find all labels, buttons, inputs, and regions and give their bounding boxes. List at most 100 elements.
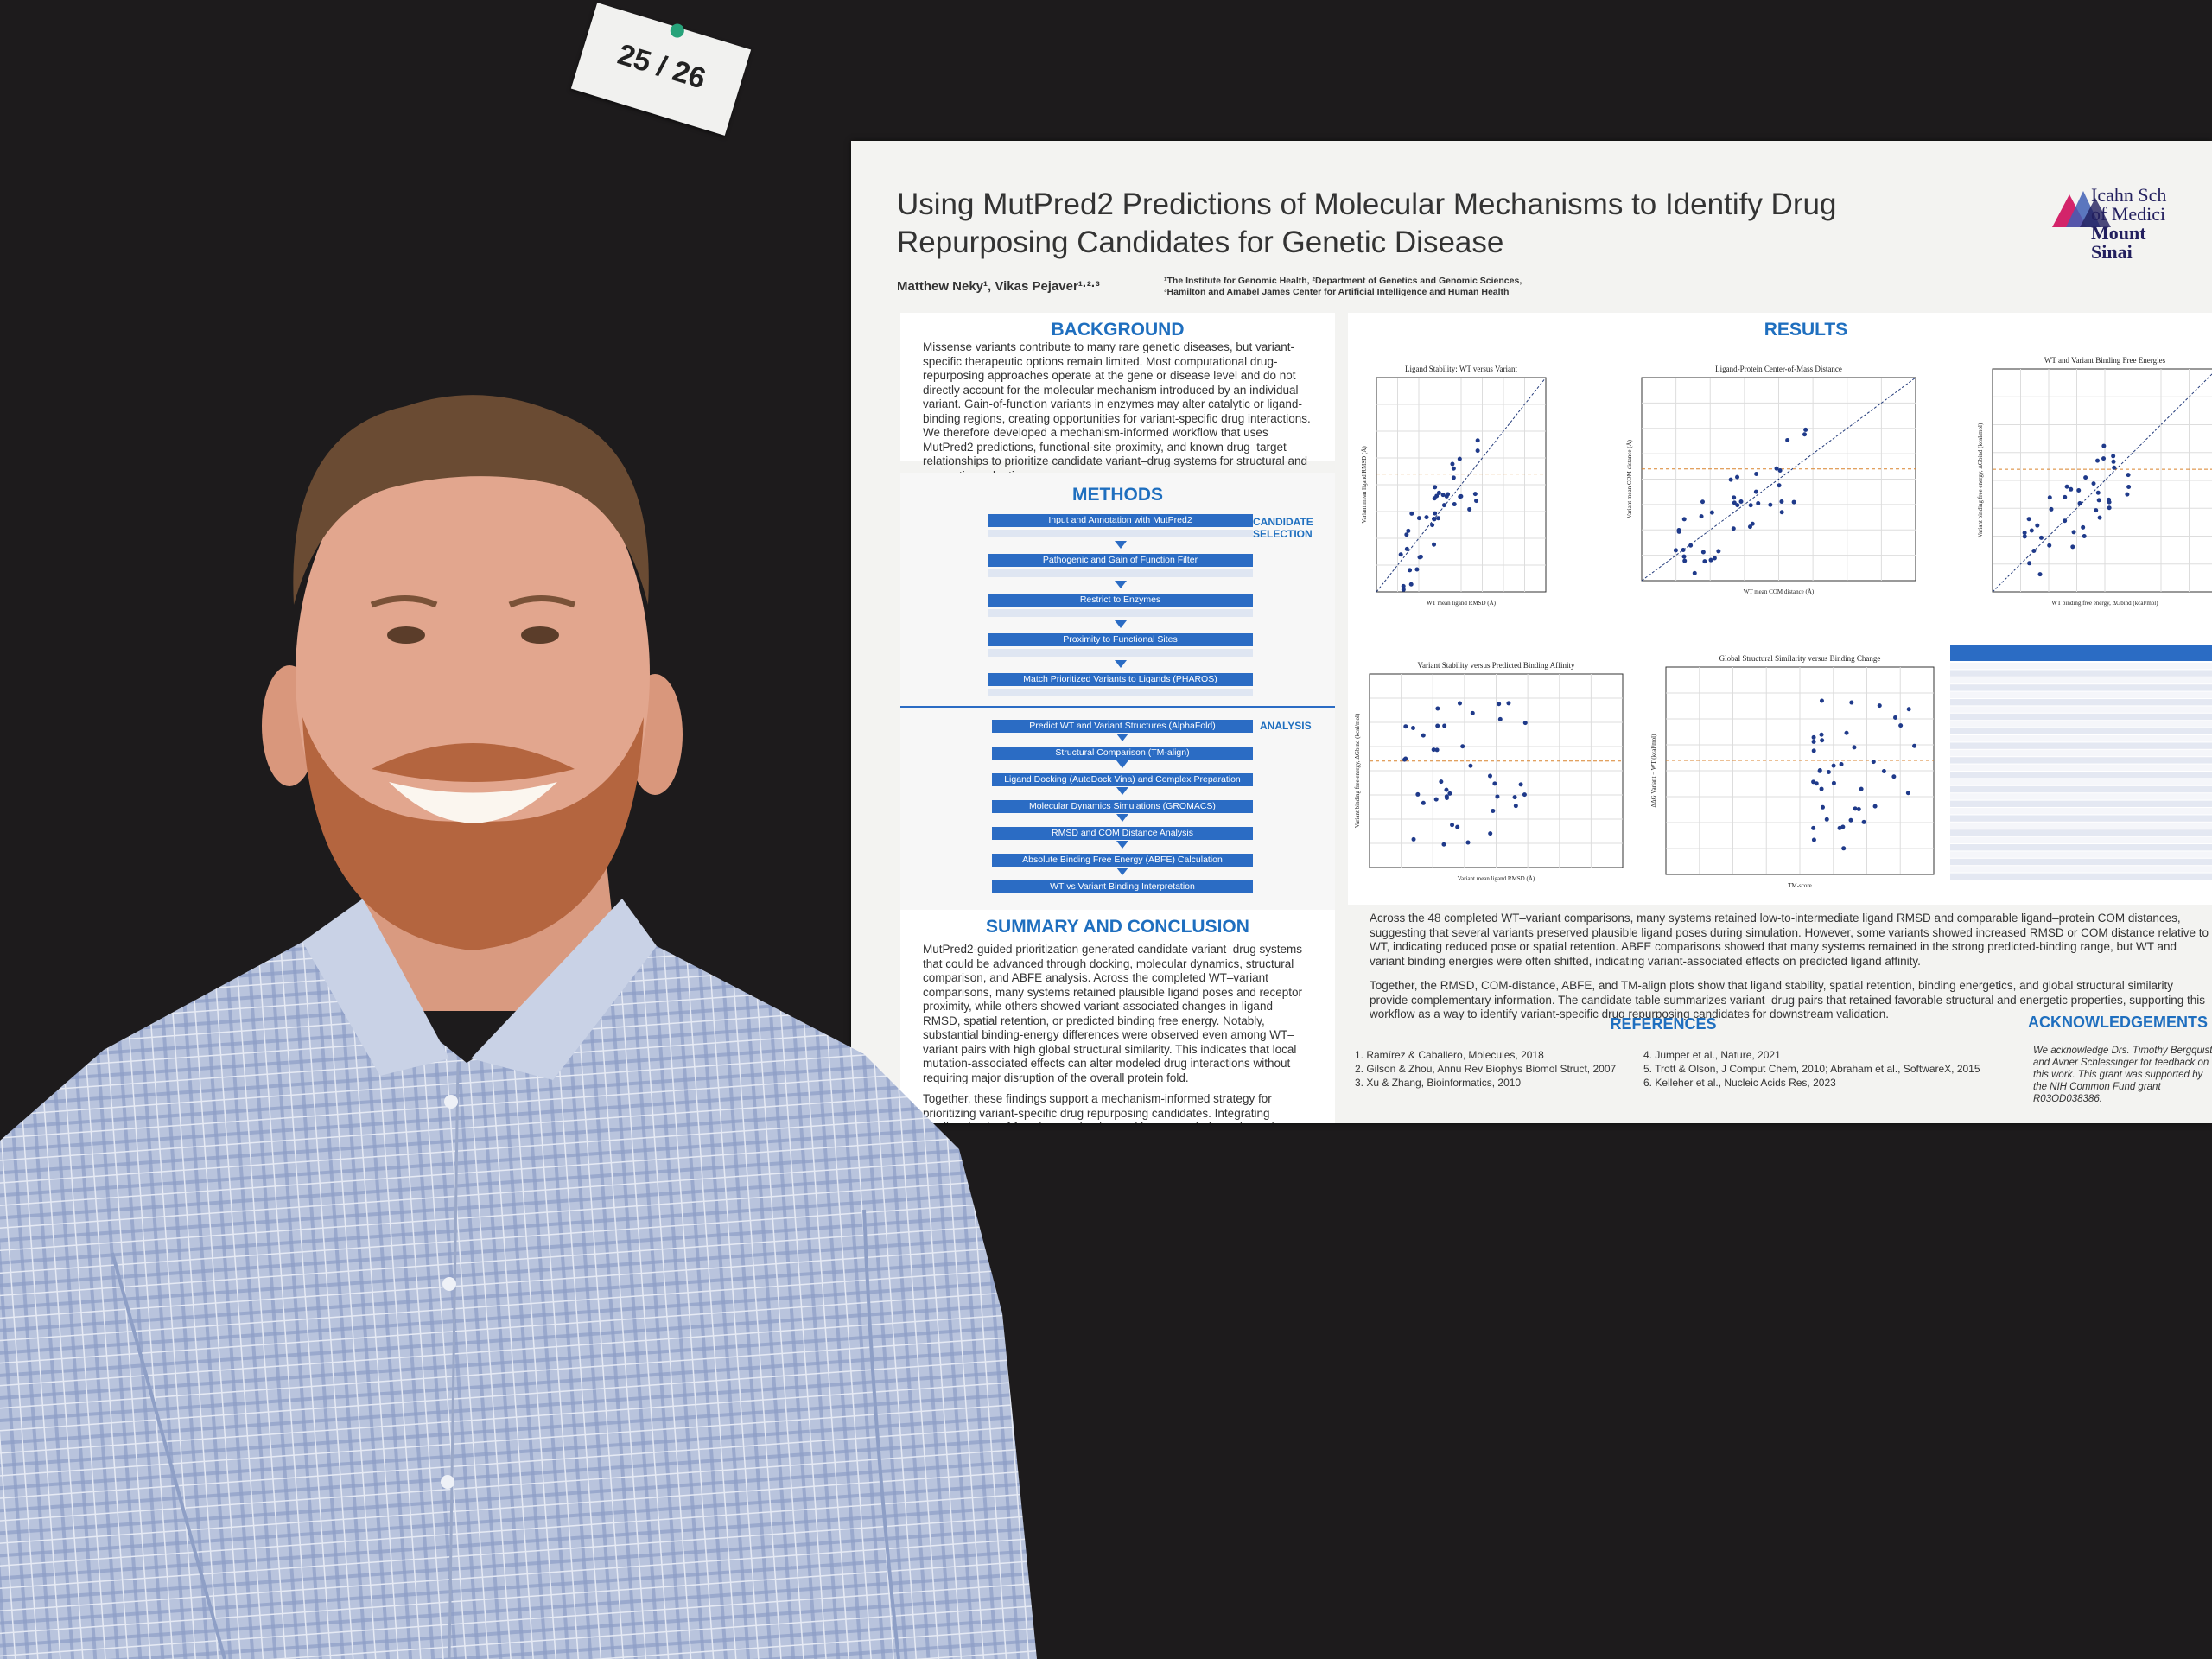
table-row [1950,793,2212,800]
flow-step: Structural Comparison (TM-align) [992,747,1253,760]
plot-point [1470,710,1475,715]
x-axis-label: Variant mean ligand RMSD (Å) [1458,875,1535,882]
reference: 5. Trott & Olson, J Comput Chem, 2010; A… [1643,1063,1980,1075]
plot-point [1403,724,1408,729]
table-row [1950,684,2212,691]
plot-point [2038,535,2044,540]
plot-point [2081,524,2086,530]
plot-point [1840,824,1846,830]
plot-point [1811,825,1816,830]
plot-point [1856,806,1861,811]
section-heading: ACKNOWLEDGEMENTS [2028,1014,2208,1031]
plot-point [1436,516,1441,521]
plot-point [2037,572,2043,577]
plot-point [1750,521,1755,526]
plot-point [1779,510,1784,515]
plot-point [1791,499,1796,505]
flow-arrow [1116,814,1128,822]
table-row [1950,670,2212,677]
plot-point [1401,587,1406,592]
reference: 3. Xu & Zhang, Bioinformatics, 2010 [1355,1077,1522,1089]
plot-point [2070,544,2075,550]
flow-step: Absolute Binding Free Energy (ABFE) Calc… [992,854,1253,867]
plot-point [1416,516,1421,521]
plot-point [1450,461,1455,467]
table-row [1950,866,2212,873]
plot-point [1444,794,1449,799]
plot-point [1506,701,1511,706]
section-text: MutPred2-guided prioritization generated… [923,943,1303,1084]
table-row [1950,851,2212,858]
logo-line: Sinai [2091,241,2133,263]
plot-point [2111,459,2116,464]
plot-point [1735,474,1740,480]
plot-point [2125,492,2130,497]
plot-point [1692,570,1697,575]
plot-point [1871,760,1876,765]
logo-text: Icahn Sch of Medici Mount Sinai [2091,186,2166,262]
plot-point [2091,481,2096,486]
plot-point [2107,505,2112,511]
flow-detail [988,689,1253,696]
plot-point [1826,769,1831,774]
plot-point [1455,824,1460,830]
reference: 4. Jumper et al., Nature, 2021 [1643,1049,1781,1061]
plot-point [2095,458,2101,463]
plot-point [1849,700,1854,705]
plot-point [1488,831,1493,836]
flow-step: Proximity to Functional Sites [988,633,1253,646]
plot-point [1512,795,1517,800]
plot-point [1700,550,1706,555]
plot-point [1881,768,1886,773]
flow-detail [988,609,1253,617]
plot-point [1441,842,1446,847]
plot-point [2082,533,2087,538]
plot-point [1460,744,1465,749]
table-row [1950,764,2212,771]
x-axis-label: WT mean ligand RMSD (Å) [1427,600,1497,607]
plot-point [2029,528,2034,533]
plot-point [1708,557,1713,563]
plot-point [1728,477,1733,482]
plot-point [1434,747,1440,753]
plot-point [2047,543,2052,548]
plot-point [1414,567,1420,572]
plot-point [1753,489,1758,494]
plot-point [1891,774,1897,779]
title-line: Repurposing Candidates for Genetic Disea… [897,226,1504,259]
plot-point [1442,723,1447,728]
plot-point [1747,524,1752,530]
plot-point [2022,531,2027,536]
candidate-table [1950,645,2212,880]
flow-arrow [1115,620,1127,628]
plot-point [1402,757,1408,762]
plot-point [1852,745,1857,750]
flow-arrow [1115,660,1127,668]
plot-point [1861,819,1866,824]
stage-label: CANDIDATE SELECTION [1253,516,1313,540]
plot-point [2077,501,2082,506]
table-row [1950,772,2212,779]
plot-point [1905,791,1910,796]
plot-point [1676,529,1681,534]
plot-point [1439,779,1444,785]
flow-step: WT vs Variant Binding Interpretation [992,880,1253,893]
plot-point [1768,502,1773,507]
section-heading: REFERENCES [1610,1015,1717,1033]
table-row [1950,721,2212,728]
table-row [1950,757,2212,764]
flow-arrow [1115,581,1127,588]
plot-point [1404,532,1409,537]
plot-point [1819,698,1824,703]
plot-point [1839,762,1844,767]
plot-point [1406,528,1411,533]
plot-point [1408,568,1413,573]
plot-point [1777,467,1783,473]
section-text: Across the 48 completed WT–variant compa… [1370,912,2209,968]
logo-mark [2052,191,2111,227]
plot-point [2022,534,2027,539]
plot-point [1824,817,1829,822]
reference-list: 4. Jumper et al., Nature, 2021 5. Trott &… [1643,1048,2006,1090]
plot-point [1468,763,1473,768]
plot-point [1467,506,1472,512]
